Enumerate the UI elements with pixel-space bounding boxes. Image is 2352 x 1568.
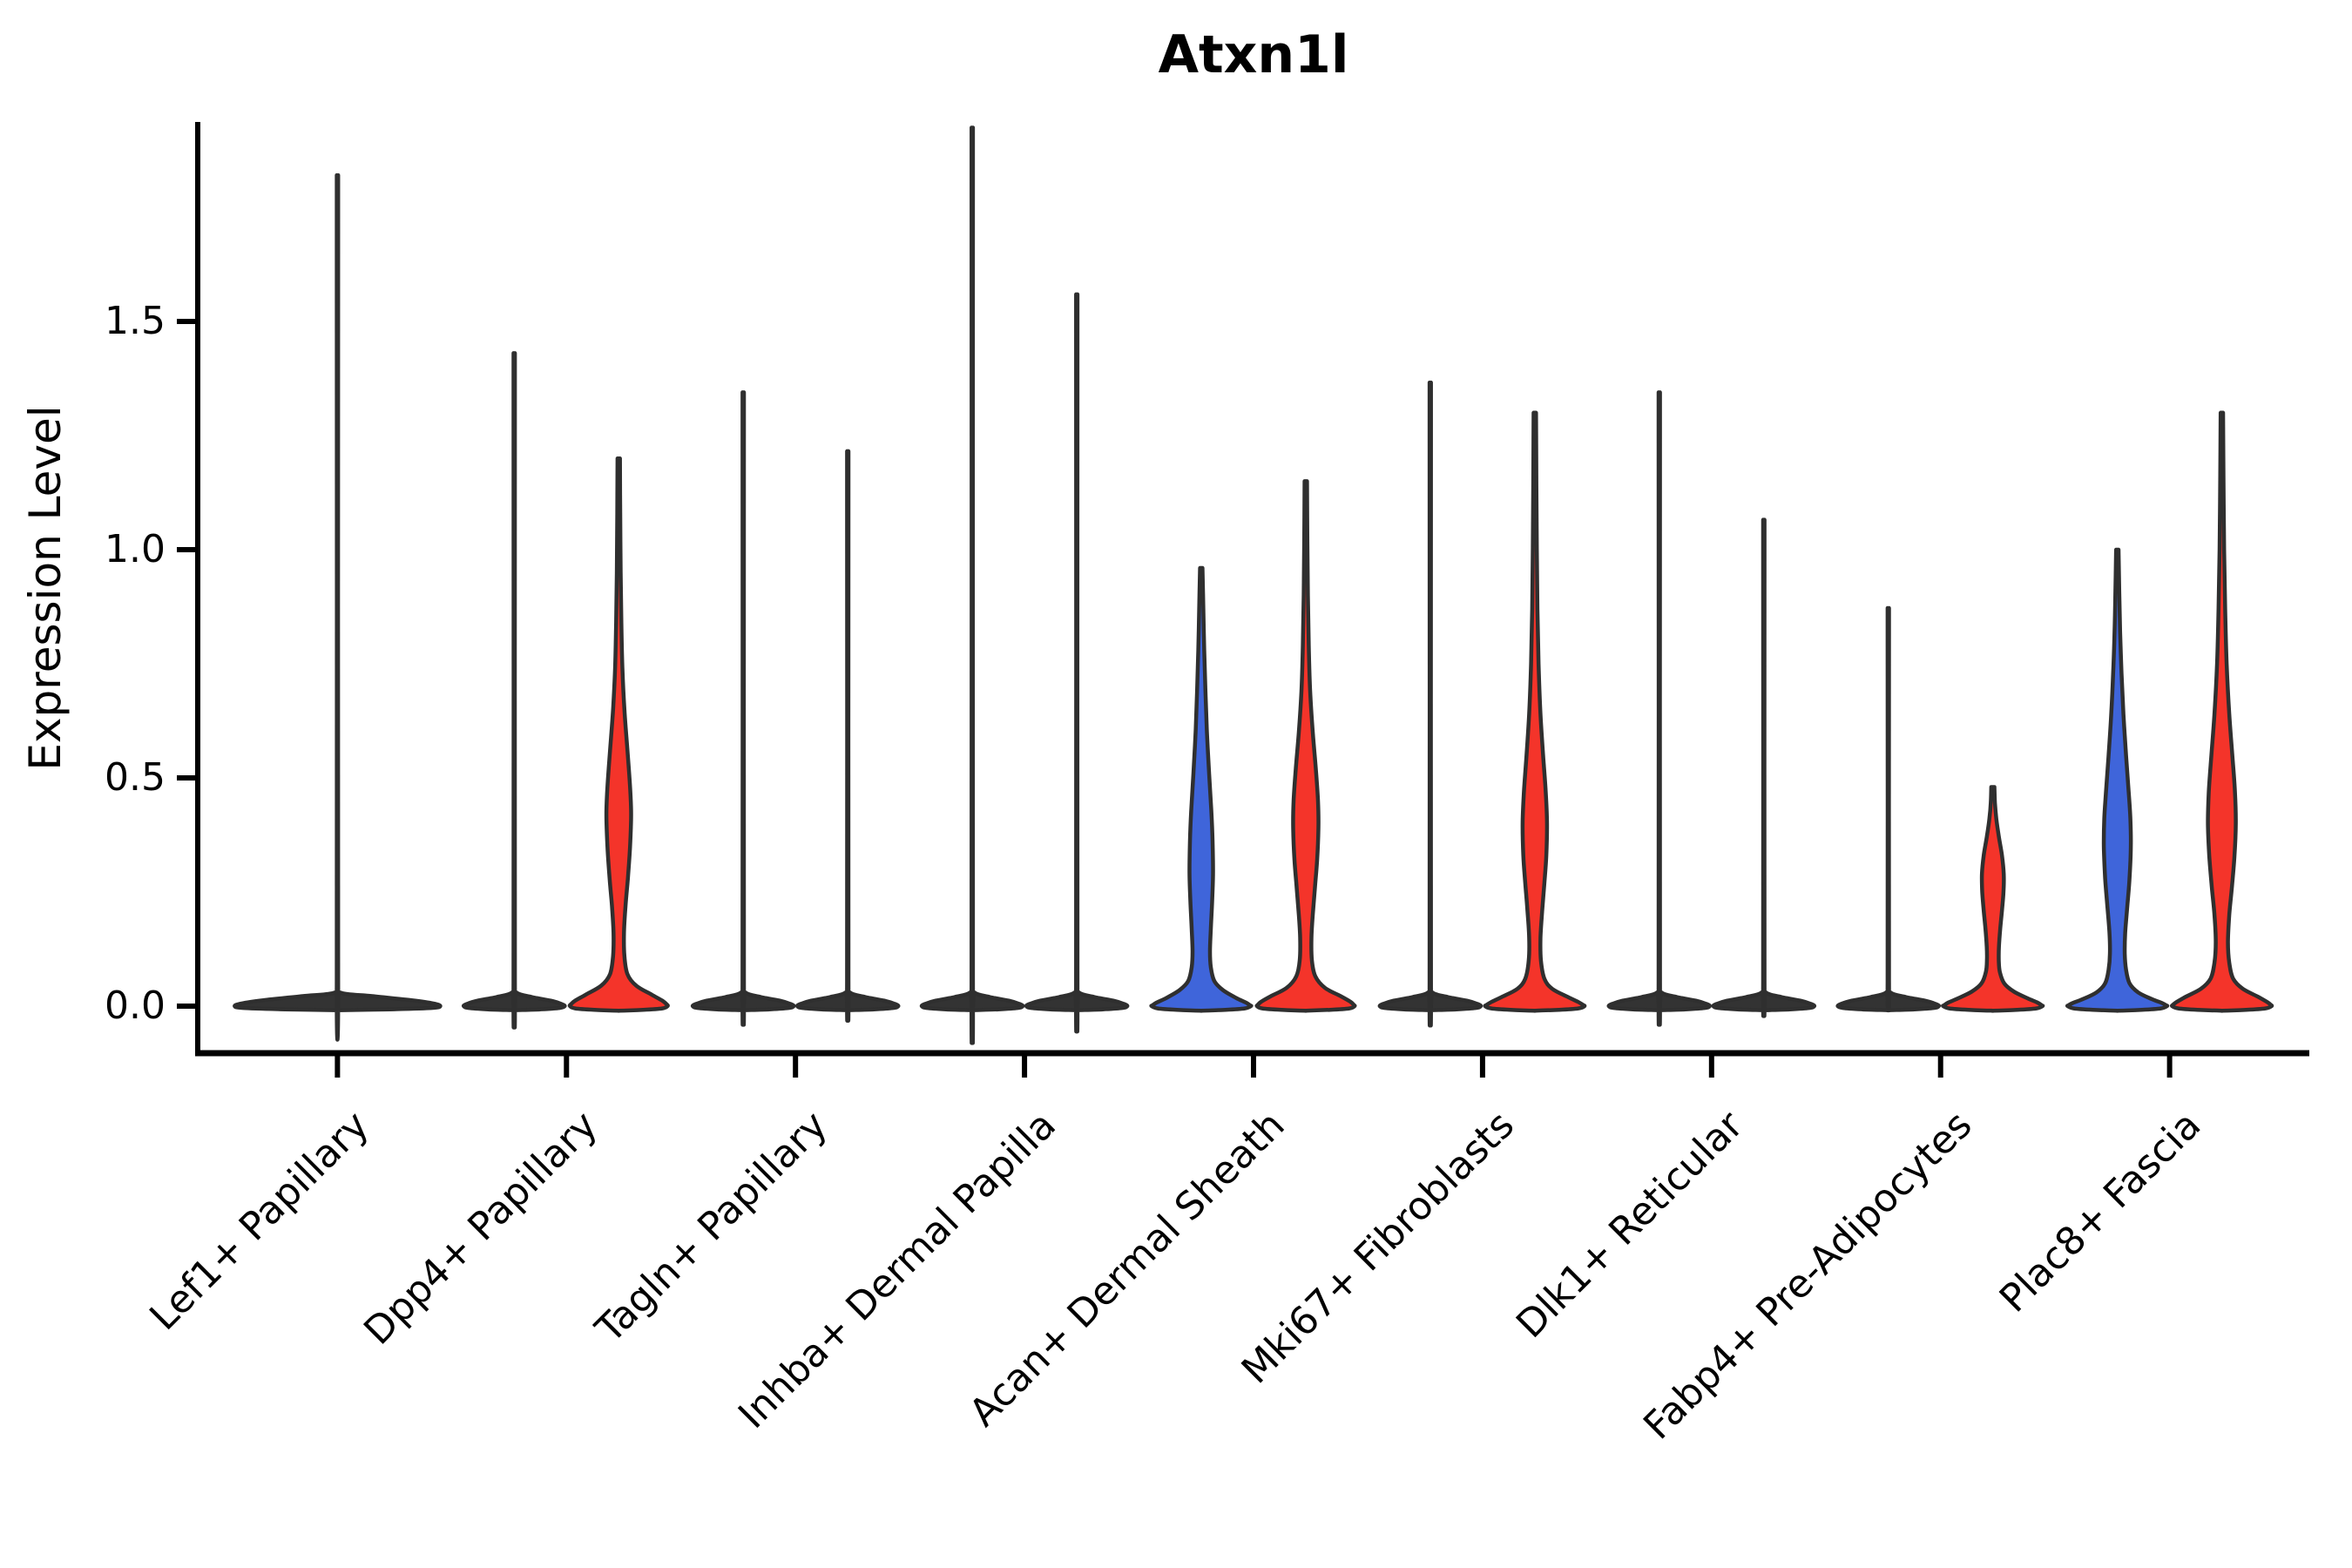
violin-inhba-dermal-papilla-flat [1024, 292, 1130, 1034]
violin-dpp4-papillary-red [567, 456, 670, 1013]
violin-plac8-fascia-red [2169, 410, 2274, 1013]
violin-dlk1-reticular-flat [1711, 517, 1817, 1018]
y-tick-label-1.0: 1.0 [105, 527, 166, 571]
violin-plac8-fascia-blue [2065, 547, 2170, 1013]
violin-tagln-papillary-flat [794, 449, 901, 1024]
violin-inhba-dermal-papilla-flat [919, 125, 1025, 1045]
violin-acan-dermal-sheath-blue [1149, 565, 1254, 1013]
y-tick-label-1.5: 1.5 [105, 299, 166, 343]
violin-tagln-papillary-flat [690, 390, 796, 1027]
violin-mki67-fibroblasts-flat [1377, 381, 1484, 1028]
violin-acan-dermal-sheath-red [1254, 479, 1357, 1013]
chart-title: Atxn1l [1158, 24, 1349, 85]
violin-lef1-papillary-flat [233, 172, 443, 1042]
violin-dlk1-reticular-flat [1606, 390, 1713, 1027]
y-tick-label-0.0: 0.0 [105, 983, 166, 1028]
violin-fabp4-pre-adipocytes-flat [1835, 605, 1941, 1013]
violin-fabp4-pre-adipocytes-red [1941, 785, 2045, 1013]
y-axis-label: Expression Level [20, 405, 71, 771]
y-tick-label-0.5: 0.5 [105, 755, 166, 800]
violin-mki67-fibroblasts-red [1483, 410, 1587, 1013]
violin-dpp4-papillary-flat [462, 351, 567, 1030]
